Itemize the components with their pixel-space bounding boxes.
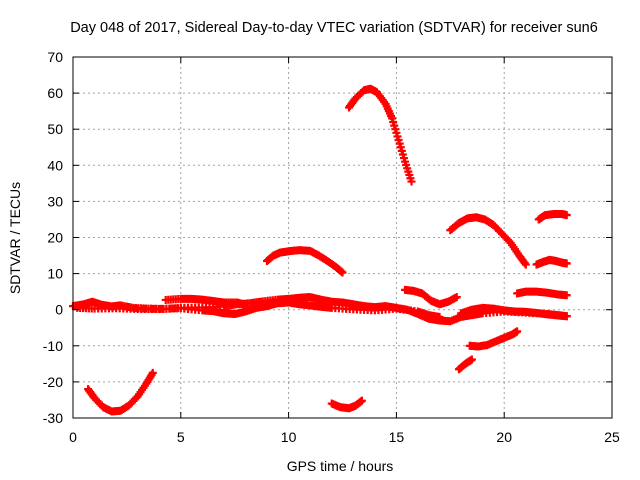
data-point bbox=[562, 211, 571, 220]
series-seg-d bbox=[457, 303, 571, 321]
y-tick-label: 0 bbox=[55, 302, 63, 318]
data-point bbox=[148, 368, 157, 377]
series-seg-f bbox=[327, 396, 366, 413]
data-point bbox=[452, 293, 461, 302]
y-tick-label: 40 bbox=[47, 157, 63, 173]
axes: 0 5 10 15 20 25 -30 -20 -10 0 10 20 30 40 50 60 70 bbox=[43, 49, 620, 445]
series-seg-b bbox=[73, 298, 444, 321]
data-point bbox=[513, 327, 522, 336]
x-tick-label: 25 bbox=[604, 429, 620, 445]
data-point bbox=[467, 355, 476, 364]
chart-title: Day 048 of 2017, Sidereal Day-to-day VTE… bbox=[70, 20, 598, 36]
data-point bbox=[562, 312, 571, 321]
series-seg-j bbox=[446, 213, 530, 269]
y-tick-label: 20 bbox=[47, 230, 63, 246]
series-seg-c bbox=[161, 294, 248, 309]
x-tick-label: 20 bbox=[496, 429, 512, 445]
data-point bbox=[239, 300, 248, 309]
y-axis-label: SDTVAR / TECUs bbox=[7, 182, 23, 294]
y-tick-label: -20 bbox=[43, 374, 63, 390]
series-seg-g bbox=[344, 84, 416, 186]
x-tick-label: 10 bbox=[281, 429, 297, 445]
data-point bbox=[562, 259, 571, 268]
x-tick-label: 0 bbox=[69, 429, 77, 445]
y-tick-label: -10 bbox=[43, 338, 63, 354]
series-seg-m bbox=[513, 287, 571, 300]
data-point bbox=[521, 260, 530, 269]
series-seg-e bbox=[263, 246, 347, 277]
data-point bbox=[338, 268, 347, 277]
y-tick-label: -30 bbox=[43, 410, 63, 426]
series-seg-h bbox=[84, 368, 157, 416]
data-point bbox=[357, 396, 366, 405]
data-points bbox=[69, 84, 571, 416]
x-axis-label: GPS time / hours bbox=[287, 458, 394, 474]
x-tick-label: 15 bbox=[389, 429, 405, 445]
series-seg-k bbox=[454, 355, 476, 374]
y-tick-label: 30 bbox=[47, 193, 63, 209]
data-point bbox=[407, 177, 416, 186]
y-tick-label: 10 bbox=[47, 266, 63, 282]
y-tick-label: 50 bbox=[47, 121, 63, 137]
data-point bbox=[435, 312, 444, 321]
x-tick-label: 5 bbox=[177, 429, 185, 445]
data-point bbox=[562, 291, 571, 300]
y-tick-label: 70 bbox=[47, 49, 63, 65]
series-seg-i bbox=[401, 285, 461, 309]
y-tick-label: 60 bbox=[47, 85, 63, 101]
series-seg-o bbox=[534, 210, 571, 224]
series-seg-l bbox=[465, 327, 522, 351]
series-seg-n bbox=[532, 255, 571, 269]
